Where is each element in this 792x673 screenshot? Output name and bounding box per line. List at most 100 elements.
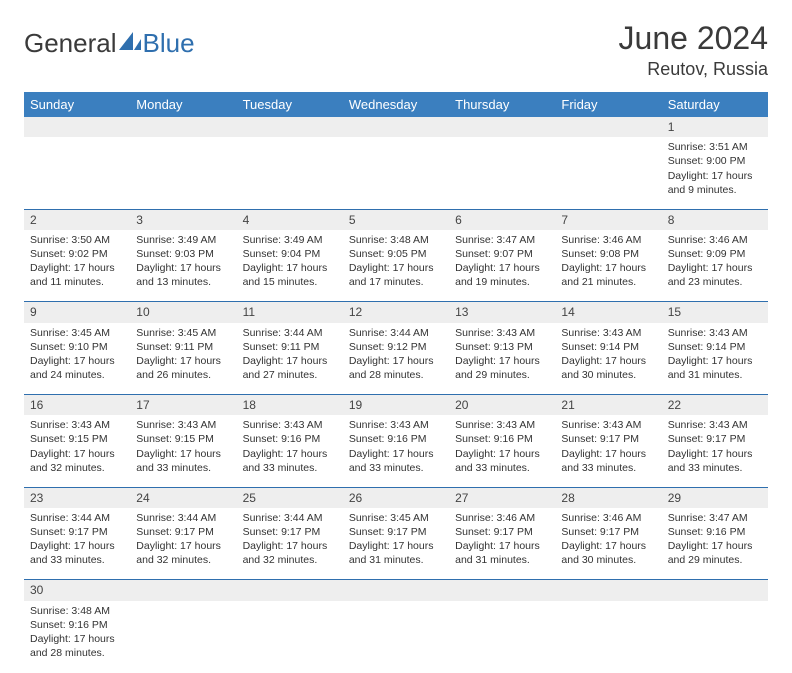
daylight-text-2: and 29 minutes. [455,368,549,382]
day-number: 22 [662,395,768,416]
day-number: 3 [130,209,236,230]
daylight-text-2: and 33 minutes. [668,461,762,475]
daylight-text-2: and 31 minutes. [668,368,762,382]
day-cell: Sunrise: 3:51 AMSunset: 9:00 PMDaylight:… [662,137,768,209]
day-number: 21 [555,395,661,416]
day-cell: Sunrise: 3:43 AMSunset: 9:16 PMDaylight:… [449,415,555,487]
sunset-text: Sunset: 9:16 PM [455,432,549,446]
daylight-text-1: Daylight: 17 hours [668,354,762,368]
day-number: 19 [343,395,449,416]
day-cell: Sunrise: 3:43 AMSunset: 9:17 PMDaylight:… [662,415,768,487]
day-number: 2 [24,209,130,230]
daylight-text-2: and 27 minutes. [243,368,337,382]
day-cell: Sunrise: 3:48 AMSunset: 9:05 PMDaylight:… [343,230,449,302]
day-cell [449,601,555,673]
sunrise-text: Sunrise: 3:46 AM [668,233,762,247]
day-number [237,117,343,137]
weekday-header: Monday [130,92,236,117]
sunset-text: Sunset: 9:15 PM [30,432,124,446]
sunset-text: Sunset: 9:02 PM [30,247,124,261]
day-cell: Sunrise: 3:46 AMSunset: 9:09 PMDaylight:… [662,230,768,302]
daylight-text-2: and 24 minutes. [30,368,124,382]
sunset-text: Sunset: 9:17 PM [668,432,762,446]
day-cell: Sunrise: 3:44 AMSunset: 9:17 PMDaylight:… [24,508,130,580]
daylight-text-1: Daylight: 17 hours [668,539,762,553]
day-cell [555,601,661,673]
day-number: 15 [662,302,768,323]
daynum-row: 23242526272829 [24,487,768,508]
day-cell: Sunrise: 3:48 AMSunset: 9:16 PMDaylight:… [24,601,130,673]
day-cell: Sunrise: 3:45 AMSunset: 9:17 PMDaylight:… [343,508,449,580]
day-cell [237,137,343,209]
day-cell [343,601,449,673]
sunrise-text: Sunrise: 3:43 AM [668,326,762,340]
sunrise-text: Sunrise: 3:48 AM [30,604,124,618]
day-cell: Sunrise: 3:43 AMSunset: 9:17 PMDaylight:… [555,415,661,487]
day-cell: Sunrise: 3:45 AMSunset: 9:11 PMDaylight:… [130,323,236,395]
daylight-text-1: Daylight: 17 hours [30,261,124,275]
daylight-text-2: and 31 minutes. [455,553,549,567]
day-number [449,117,555,137]
daylight-text-2: and 13 minutes. [136,275,230,289]
daylight-text-1: Daylight: 17 hours [455,539,549,553]
sunset-text: Sunset: 9:14 PM [668,340,762,354]
daynum-row: 2345678 [24,209,768,230]
sunrise-text: Sunrise: 3:50 AM [30,233,124,247]
sunrise-text: Sunrise: 3:44 AM [136,511,230,525]
sunrise-text: Sunrise: 3:43 AM [455,326,549,340]
daylight-text-1: Daylight: 17 hours [243,447,337,461]
weekday-header: Tuesday [237,92,343,117]
day-number: 7 [555,209,661,230]
daylight-text-2: and 9 minutes. [668,183,762,197]
daylight-text-1: Daylight: 17 hours [349,447,443,461]
daylight-text-1: Daylight: 17 hours [30,632,124,646]
daylight-text-2: and 30 minutes. [561,368,655,382]
day-number: 10 [130,302,236,323]
sunset-text: Sunset: 9:05 PM [349,247,443,261]
day-number [24,117,130,137]
day-number: 5 [343,209,449,230]
day-number: 8 [662,209,768,230]
sunset-text: Sunset: 9:16 PM [349,432,443,446]
day-cell [662,601,768,673]
day-number: 18 [237,395,343,416]
daylight-text-1: Daylight: 17 hours [668,169,762,183]
sunrise-text: Sunrise: 3:43 AM [455,418,549,432]
day-cell: Sunrise: 3:43 AMSunset: 9:14 PMDaylight:… [555,323,661,395]
sunset-text: Sunset: 9:16 PM [668,525,762,539]
sunrise-text: Sunrise: 3:44 AM [349,326,443,340]
daylight-text-1: Daylight: 17 hours [136,261,230,275]
sunset-text: Sunset: 9:12 PM [349,340,443,354]
daynum-row: 9101112131415 [24,302,768,323]
sunrise-text: Sunrise: 3:44 AM [243,326,337,340]
day-number: 26 [343,487,449,508]
daylight-text-1: Daylight: 17 hours [30,354,124,368]
sunset-text: Sunset: 9:16 PM [30,618,124,632]
sunset-text: Sunset: 9:17 PM [243,525,337,539]
daylight-text-1: Daylight: 17 hours [349,261,443,275]
daylight-text-1: Daylight: 17 hours [136,354,230,368]
day-number [449,580,555,601]
daylight-text-1: Daylight: 17 hours [455,354,549,368]
sunrise-text: Sunrise: 3:44 AM [243,511,337,525]
daynum-row: 30 [24,580,768,601]
sunrise-text: Sunrise: 3:46 AM [455,511,549,525]
day-number: 12 [343,302,449,323]
day-cell [130,137,236,209]
daylight-text-2: and 32 minutes. [30,461,124,475]
sunrise-text: Sunrise: 3:46 AM [561,511,655,525]
daynum-row: 16171819202122 [24,395,768,416]
day-number: 27 [449,487,555,508]
daylight-text-2: and 28 minutes. [349,368,443,382]
daylight-text-2: and 33 minutes. [243,461,337,475]
day-number [555,580,661,601]
daylight-text-2: and 26 minutes. [136,368,230,382]
sunset-text: Sunset: 9:15 PM [136,432,230,446]
daylight-text-2: and 33 minutes. [455,461,549,475]
sunset-text: Sunset: 9:17 PM [30,525,124,539]
day-number: 1 [662,117,768,137]
daylight-text-2: and 31 minutes. [349,553,443,567]
sunrise-text: Sunrise: 3:46 AM [561,233,655,247]
daylight-text-2: and 23 minutes. [668,275,762,289]
day-number [343,117,449,137]
